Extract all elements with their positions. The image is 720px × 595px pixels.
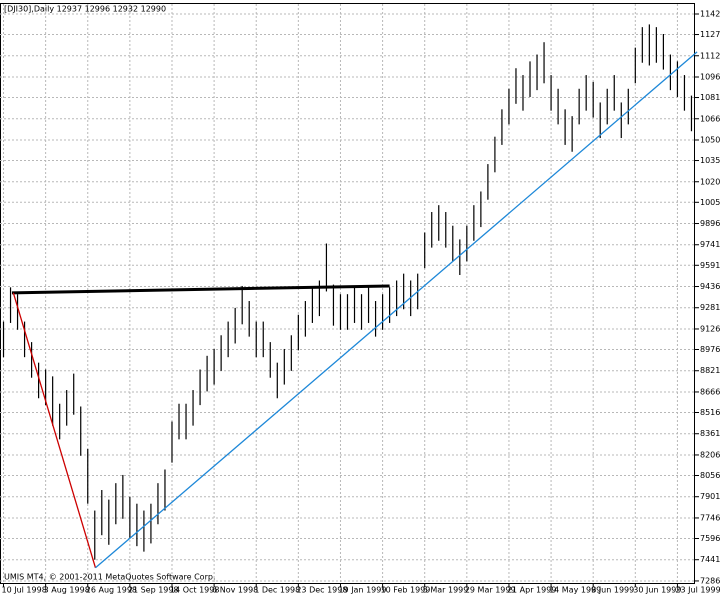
footer: UMIS MT4, © 2001-2011 MetaQuotes Softwar… [4,573,216,582]
trendline [11,284,390,295]
y-tick-label: 8666 [700,387,720,396]
x-tick-label: 29 Mar 1999 [465,586,516,595]
x-tick-label: 26 Aug 1998 [86,586,137,595]
x-tick-label: 6 Nov 1998 [212,586,258,595]
y-tick-label: 7596 [700,534,720,543]
x-tick-label: 30 Jun 1999 [633,586,681,595]
y-tick-label: 8361 [700,429,720,438]
x-tick-label: 23 Jul 1999 [675,586,720,595]
y-tick-label: 9281 [700,303,720,312]
trendlines [11,51,698,569]
y-tick-label: 8516 [700,408,720,417]
y-tick-label: 9436 [700,282,720,291]
x-tick-label: 19 Jan 1999 [338,586,386,595]
y-tick-label: 7286 [700,576,720,585]
y-tick-label: 8976 [700,345,720,354]
y-tick-label: 7746 [700,513,720,522]
y-tick-label: 10356 [700,156,720,165]
bars [2,24,693,560]
y-tick-label: 7901 [700,492,720,501]
chart-title: [DJI30],Daily 12937 12996 12932 12990 [4,5,166,14]
y-tick-label: 9741 [700,240,720,249]
x-tick-label: 8 Jun 1999 [591,586,634,595]
y-tick-label: 9896 [700,219,720,228]
y-tick-label: 7441 [700,555,720,564]
x-tick-label: 14 May 1999 [549,586,601,595]
x-tick-label: 14 Oct 1998 [170,586,219,595]
y-tick-label: 11426 [700,9,720,18]
y-tick-label: 10966 [700,72,720,81]
x-tick-label: 10 Jul 1998 [2,586,47,595]
y-tick-label: 9591 [700,261,720,270]
trendline [12,292,97,568]
x-tick-label: 1 Dec 1998 [254,586,300,595]
x-tick-label: 5 Mar 1999 [423,586,469,595]
x-tick-label: 23 Dec 1998 [296,586,347,595]
x-tick-label: 21 Apr 1999 [507,586,556,595]
y-tick-label: 9126 [700,324,720,333]
y-tick-label: 8206 [700,450,720,459]
y-tick-label: 10506 [700,135,720,144]
y-tick-label: 8056 [700,471,720,480]
y-tick-label: 11276 [700,30,720,39]
y-tick-label: 8821 [700,366,720,375]
x-tick-label: 3 Aug 1998 [44,586,90,595]
y-tick-label: 10816 [700,93,720,102]
x-tick-label: 10 Feb 1999 [381,586,431,595]
x-tick-label: 21 Sep 1998 [128,586,179,595]
trendline [95,51,698,569]
